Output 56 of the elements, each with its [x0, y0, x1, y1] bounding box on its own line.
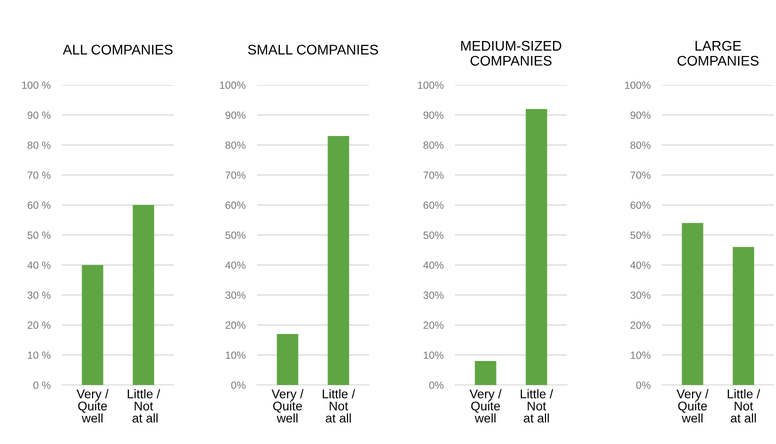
x-tick-label: Very / Quite well	[470, 389, 502, 423]
y-tick-label: 40%	[423, 262, 444, 269]
y-tick-label: 20%	[424, 322, 444, 329]
y-tick-label: 0%	[429, 382, 444, 389]
y-tick-label: 80%	[225, 142, 246, 149]
y-tick-label: 0 %	[33, 382, 51, 389]
y-tick-label: 50%	[225, 232, 246, 239]
chart-title: ALL COMPANIES	[62, 44, 173, 55]
y-tick-label: 90 %	[28, 112, 51, 119]
y-tick-label: 80%	[423, 142, 444, 149]
y-tick-label: 40 %	[27, 262, 51, 269]
y-tick-label: 10%	[630, 352, 651, 359]
y-tick-label: 20%	[226, 322, 246, 329]
x-tick-label: Little / Not at all	[520, 389, 554, 423]
y-tick-label: 40%	[225, 262, 246, 269]
y-tick-label: 50%	[423, 232, 444, 239]
y-tick-label: 10%	[226, 352, 246, 359]
y-tick-label: 0%	[636, 382, 651, 389]
x-tick-label: Very / Quite well	[272, 389, 304, 423]
y-tick-label: 70%	[226, 172, 246, 179]
y-tick-label: 50 %	[28, 232, 51, 239]
y-tick-label: 20 %	[28, 322, 51, 329]
y-tick-label: 90%	[226, 112, 246, 119]
y-tick-label: 60%	[630, 202, 651, 209]
chart-title: MEDIUM-SIZED COMPANIES	[461, 40, 562, 66]
y-tick-label: 60 %	[28, 202, 51, 209]
y-tick-label: 100%	[625, 82, 651, 89]
y-tick-label: 30 %	[28, 292, 51, 299]
y-tick-label: 30%	[423, 292, 444, 299]
y-tick-label: 80 %	[28, 142, 51, 149]
y-tick-label: 0%	[231, 382, 246, 389]
y-tick-label: 80%	[630, 142, 651, 149]
y-tick-label: 60%	[226, 202, 246, 209]
y-tick-label: 60%	[424, 202, 444, 209]
y-tick-label: 40%	[630, 262, 651, 269]
y-tick-label: 100%	[418, 82, 444, 89]
x-tick-label: Very / Quite well	[676, 389, 709, 423]
y-tick-label: 50%	[630, 232, 651, 239]
y-tick-label: 100 %	[22, 82, 51, 89]
y-tick-label: 70 %	[28, 172, 51, 179]
chart-title: SMALL COMPANIES	[248, 44, 378, 55]
y-tick-label: 90%	[424, 112, 444, 119]
chart-title: LARGE COMPANIES	[678, 40, 759, 66]
y-tick-label: 100%	[220, 82, 246, 89]
y-tick-label: 10 %	[28, 352, 51, 359]
y-tick-label: 30%	[225, 292, 246, 299]
y-tick-label: 30%	[630, 292, 651, 299]
x-tick-label: Little / Not at all	[728, 389, 760, 423]
x-tick-label: Very / Quite well	[76, 389, 109, 423]
y-tick-label: 90%	[630, 112, 651, 119]
y-tick-label: 20%	[630, 322, 651, 329]
x-tick-label: Little / Not at all	[128, 389, 160, 423]
y-tick-label: 70%	[424, 172, 444, 179]
y-tick-label: 10%	[424, 352, 444, 359]
y-tick-label: 70%	[630, 172, 651, 179]
x-tick-label: Little / Not at all	[322, 389, 356, 423]
